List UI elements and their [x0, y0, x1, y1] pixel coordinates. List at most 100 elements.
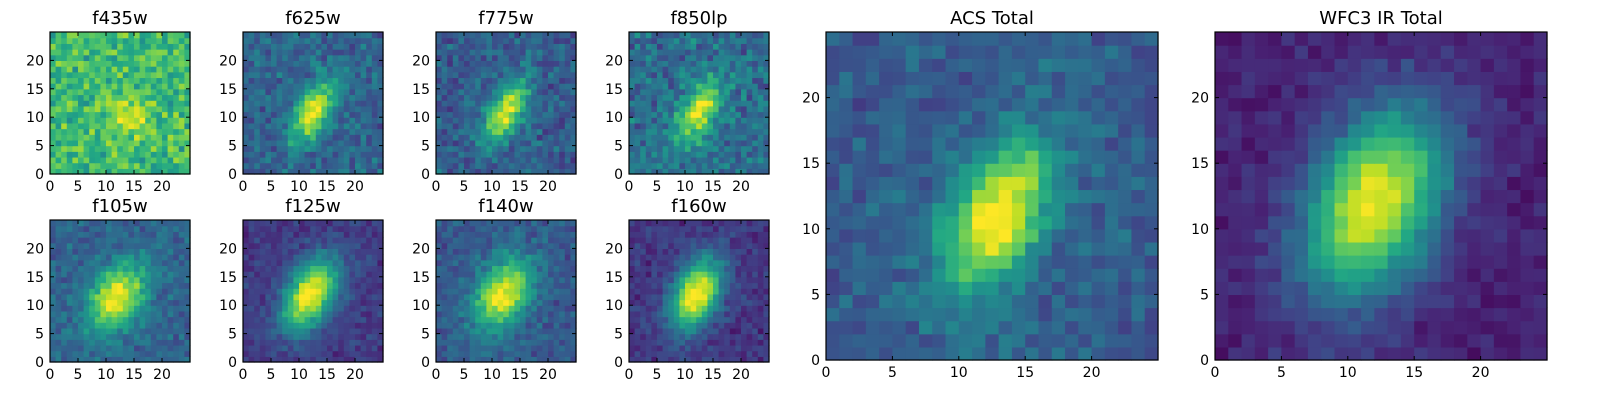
- heatmap-cell: [651, 327, 658, 335]
- heatmap-cell: [447, 254, 454, 261]
- heatmap-cell: [559, 220, 566, 227]
- heatmap-cell: [553, 134, 560, 141]
- heatmap-cell: [315, 151, 322, 158]
- heatmap-cell: [520, 162, 527, 169]
- heatmap-cell: [134, 32, 141, 39]
- y-tick-label: 20: [26, 53, 44, 69]
- heatmap-cell: [645, 139, 652, 147]
- heatmap-cell: [293, 49, 300, 56]
- heatmap-cell: [724, 32, 731, 39]
- heatmap-cell: [89, 66, 96, 73]
- heatmap-cell: [564, 43, 571, 50]
- heatmap-cell: [662, 71, 669, 79]
- heatmap-cell: [480, 105, 487, 113]
- heatmap-cell: [50, 288, 57, 295]
- heatmap-cell: [243, 77, 250, 84]
- heatmap-cell: [458, 71, 465, 79]
- heatmap-cell: [111, 151, 118, 158]
- heatmap-cell: [746, 316, 753, 323]
- heatmap-cell: [690, 327, 697, 335]
- heatmap-cell: [662, 156, 669, 164]
- heatmap-cell: [559, 265, 566, 272]
- heatmap-cell: [111, 88, 118, 96]
- heatmap-cell: [145, 288, 152, 295]
- x-tick-label: 5: [267, 367, 276, 383]
- heatmap-cell: [89, 327, 96, 335]
- heatmap-cell: [514, 60, 521, 67]
- heatmap-cell: [657, 276, 664, 284]
- heatmap-cell: [78, 49, 85, 56]
- heatmap-cell: [248, 83, 255, 90]
- heatmap-cell: [111, 117, 118, 124]
- heatmap-cell: [304, 111, 311, 118]
- heatmap-cell: [78, 60, 85, 67]
- heatmap-cell: [139, 242, 146, 249]
- heatmap-cell: [248, 49, 255, 56]
- heatmap-cell: [662, 305, 669, 312]
- heatmap-cell: [763, 293, 770, 301]
- heatmap-cell: [668, 151, 675, 158]
- heatmap-cell: [629, 299, 636, 306]
- heatmap-cell: [72, 168, 79, 175]
- heatmap-cell: [50, 32, 57, 39]
- heatmap-cell: [259, 134, 266, 141]
- heatmap-cell: [673, 156, 680, 164]
- heatmap-cell: [299, 117, 306, 124]
- heatmap-cell: [78, 333, 85, 340]
- heatmap-cell: [299, 49, 306, 56]
- heatmap-cell: [492, 316, 499, 323]
- heatmap-cell: [184, 94, 191, 101]
- heatmap-cell: [184, 111, 191, 118]
- heatmap-cell: [50, 350, 57, 357]
- heatmap-cell: [718, 66, 725, 73]
- heatmap-cell: [531, 156, 538, 164]
- heatmap-cell: [662, 288, 669, 295]
- heatmap-cell: [447, 128, 454, 135]
- heatmap-cell: [162, 122, 169, 130]
- heatmap-cell: [486, 151, 493, 158]
- heatmap-cell: [696, 37, 703, 44]
- heatmap-cell: [282, 310, 289, 318]
- heatmap-cell: [696, 305, 703, 312]
- heatmap-cell: [685, 54, 692, 61]
- heatmap-cell: [452, 156, 459, 164]
- heatmap-cell: [315, 344, 322, 352]
- heatmap-cell: [178, 248, 185, 255]
- heatmap-cell: [679, 122, 686, 130]
- heatmap-cell: [338, 356, 345, 363]
- heatmap-cell: [299, 71, 306, 79]
- heatmap-cell: [178, 168, 185, 175]
- heatmap-cell: [178, 32, 185, 39]
- heatmap-cell: [184, 128, 191, 135]
- heatmap-cell: [122, 299, 129, 306]
- heatmap-cell: [452, 94, 459, 101]
- heatmap-cell: [377, 333, 384, 340]
- heatmap-cell: [321, 265, 328, 272]
- heatmap-cell: [570, 350, 577, 357]
- heatmap-cell: [542, 242, 549, 249]
- heatmap-cell: [259, 327, 266, 335]
- heatmap-cell: [634, 339, 641, 346]
- heatmap-cell: [570, 271, 577, 278]
- heatmap-cell: [111, 220, 118, 227]
- heatmap-cell: [486, 259, 493, 267]
- heatmap-cell: [83, 248, 90, 255]
- heatmap-cell: [713, 350, 720, 357]
- heatmap-cell: [55, 350, 62, 357]
- heatmap-cell: [271, 49, 278, 56]
- heatmap-cell: [645, 111, 652, 118]
- heatmap-cell: [752, 322, 759, 329]
- heatmap-cell: [72, 88, 79, 96]
- heatmap-cell: [106, 151, 113, 158]
- heatmap-cell: [668, 344, 675, 352]
- heatmap-cell: [276, 88, 283, 96]
- heatmap-cell: [94, 83, 101, 90]
- heatmap-cell: [243, 162, 250, 169]
- heatmap-cell: [634, 145, 641, 152]
- heatmap-cell: [696, 94, 703, 101]
- heatmap-cell: [469, 299, 476, 306]
- heatmap-cell: [441, 299, 448, 306]
- heatmap-cell: [304, 156, 311, 164]
- heatmap-cell: [441, 305, 448, 312]
